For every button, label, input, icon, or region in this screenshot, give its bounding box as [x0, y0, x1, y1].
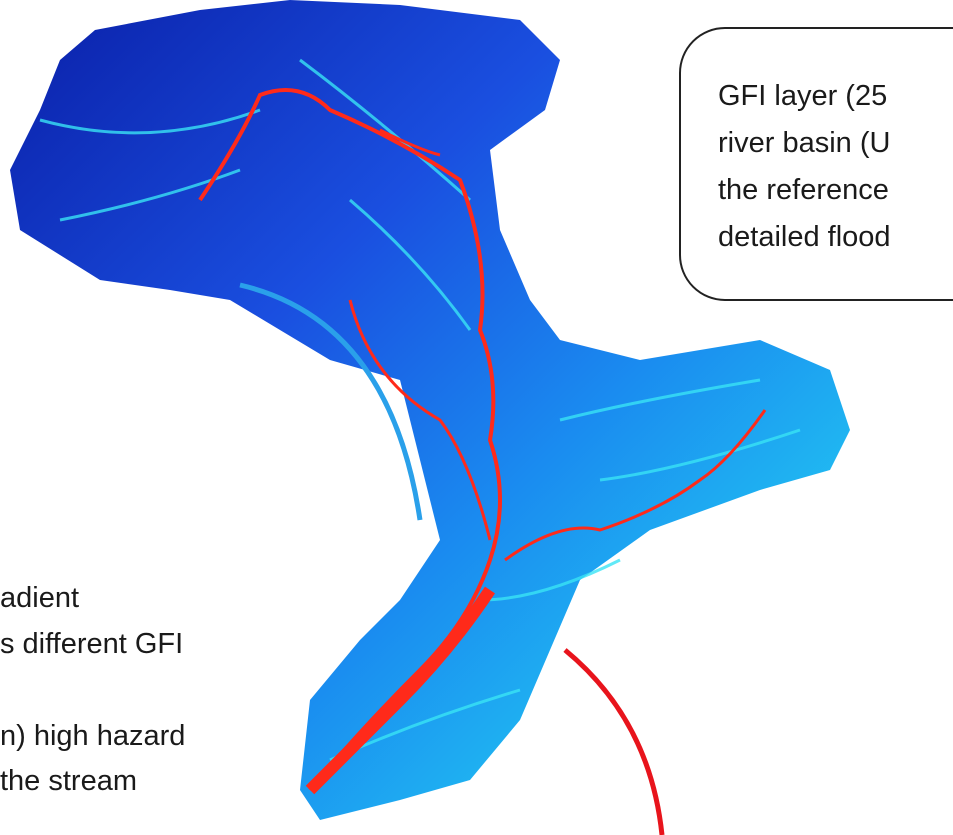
- red-pointer: [565, 650, 662, 835]
- left-text-line: n) high hazard: [0, 720, 185, 752]
- callout-line: the reference: [718, 174, 889, 206]
- left-text-line: the stream: [0, 765, 137, 797]
- left-text-line: s different GFI: [0, 628, 183, 660]
- figure: GFI layer (25 river basin (U the referen…: [0, 0, 953, 835]
- callout-line: GFI layer (25: [718, 80, 887, 112]
- callout-line: river basin (U: [718, 127, 890, 159]
- callout-box: [680, 28, 953, 300]
- left-text-line: adient: [0, 582, 79, 614]
- callout-line: detailed flood: [718, 221, 891, 253]
